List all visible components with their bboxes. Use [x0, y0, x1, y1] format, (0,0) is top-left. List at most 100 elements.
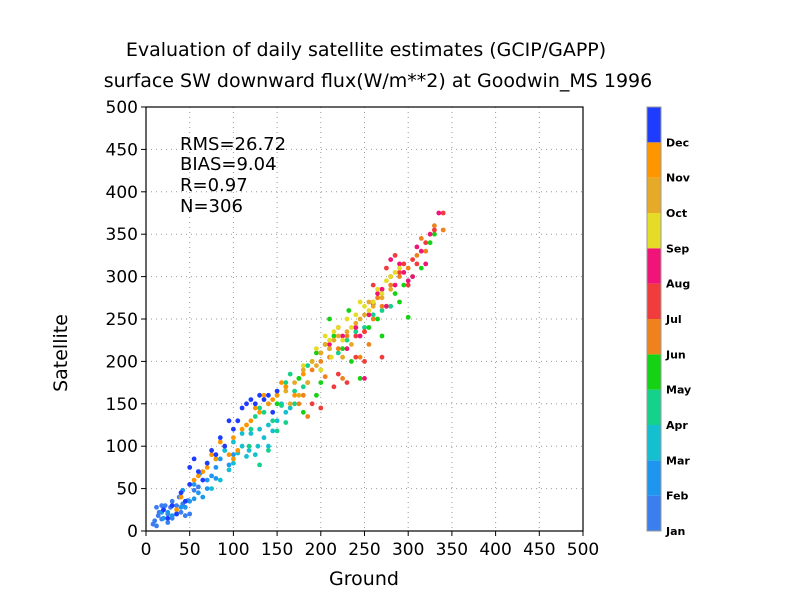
data-point — [362, 329, 367, 335]
data-point — [209, 448, 215, 453]
colorbar-label: Jan — [665, 525, 685, 538]
data-point — [274, 388, 280, 394]
data-point — [300, 392, 306, 398]
data-point — [375, 295, 380, 301]
colorbar-swatch — [647, 142, 661, 178]
data-point — [344, 316, 350, 322]
data-point — [235, 448, 241, 453]
data-point — [357, 354, 363, 360]
data-point — [191, 482, 197, 487]
data-point — [292, 401, 297, 407]
data-point — [283, 384, 289, 390]
data-point — [169, 498, 175, 504]
data-point — [196, 484, 201, 490]
data-point — [165, 520, 171, 525]
data-point — [246, 448, 252, 453]
data-point — [335, 333, 341, 339]
data-point — [300, 367, 306, 373]
data-point — [204, 477, 210, 483]
data-point — [370, 282, 376, 288]
data-point — [314, 363, 319, 368]
data-point — [318, 380, 324, 385]
data-point — [327, 337, 332, 343]
data-point — [305, 414, 311, 419]
colorbar-swatch — [647, 283, 661, 319]
x-tick-label: 250 — [348, 540, 380, 560]
data-point — [410, 257, 415, 262]
data-point — [344, 380, 350, 385]
data-point — [401, 270, 407, 275]
data-point — [397, 274, 402, 279]
data-point — [213, 452, 219, 458]
data-point — [353, 354, 359, 360]
data-point — [349, 359, 354, 364]
data-point — [366, 308, 372, 313]
data-point — [200, 494, 206, 500]
data-point — [353, 312, 359, 318]
chart-title: Evaluation of daily satellite estimates … — [126, 39, 606, 61]
y-tick-label: 250 — [106, 310, 138, 330]
colorbar-swatch — [647, 389, 661, 425]
data-point — [340, 346, 345, 352]
data-point — [187, 465, 193, 470]
data-point — [204, 486, 210, 491]
stats-box: RMS=26.72 BIAS=9.04 R=0.97 N=306 — [180, 134, 286, 217]
data-point — [257, 409, 262, 415]
data-point — [204, 460, 210, 466]
data-point — [154, 504, 159, 510]
data-point — [182, 504, 188, 510]
data-point — [357, 299, 363, 305]
x-tick-label: 50 — [179, 540, 201, 560]
data-point — [252, 452, 258, 458]
data-point — [169, 503, 175, 508]
data-point — [362, 376, 367, 381]
data-point — [261, 392, 267, 398]
data-point — [213, 456, 219, 462]
data-point — [370, 312, 376, 318]
data-point — [279, 380, 284, 385]
data-point — [231, 460, 236, 466]
data-point — [244, 401, 249, 407]
colorbar-label: Mar — [666, 454, 690, 467]
data-point — [270, 409, 276, 415]
data-point — [169, 513, 175, 519]
data-point — [266, 392, 271, 398]
data-point — [384, 265, 389, 271]
data-point — [300, 384, 306, 390]
data-point — [178, 494, 184, 500]
data-point — [392, 253, 398, 258]
colorbar-label: Jul — [665, 313, 682, 326]
data-point — [213, 465, 219, 470]
data-point — [427, 231, 433, 237]
data-point — [231, 435, 236, 441]
data-point — [375, 316, 380, 322]
colorbar-swatch — [647, 354, 661, 390]
data-point — [200, 469, 206, 474]
colorbar-swatch — [647, 495, 661, 531]
colorbar-label: May — [666, 384, 691, 397]
x-tick-label: 200 — [305, 540, 337, 560]
data-point — [196, 490, 201, 496]
y-tick-label: 100 — [106, 437, 138, 457]
y-tick-label: 500 — [106, 98, 138, 118]
x-tick-label: 400 — [479, 540, 511, 560]
data-point — [261, 409, 267, 415]
x-tick-label: 0 — [141, 540, 152, 560]
data-point — [384, 278, 389, 284]
data-point — [261, 435, 267, 441]
data-point — [270, 428, 276, 434]
data-point — [174, 503, 180, 508]
data-point — [152, 518, 158, 524]
x-axis-ticks: 0 50 100 150 200 250 300 350 400 450 500 — [141, 531, 599, 560]
data-point — [375, 286, 380, 292]
data-point — [191, 496, 197, 502]
data-point — [331, 333, 337, 339]
data-point — [274, 418, 280, 424]
data-point — [222, 448, 228, 453]
grid — [146, 107, 583, 531]
x-tick-label: 450 — [523, 540, 555, 560]
data-point — [257, 392, 262, 398]
data-point — [353, 329, 359, 335]
x-tick-label: 300 — [392, 540, 424, 560]
data-point — [309, 401, 315, 407]
